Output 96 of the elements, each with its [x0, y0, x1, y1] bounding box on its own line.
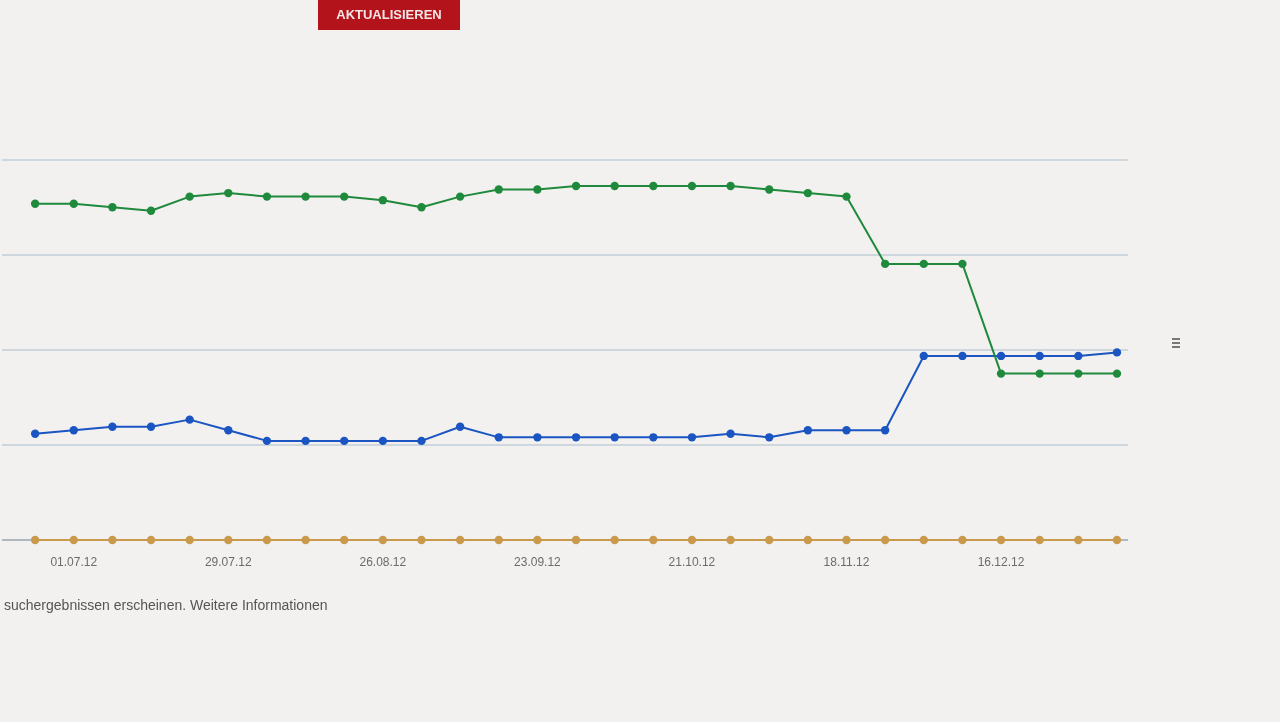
x-tick-label: 18.11.12	[823, 555, 870, 569]
text: suchergebnissen erscheinen. Weitere Informationen	[4, 597, 328, 613]
point	[996, 535, 1006, 545]
point	[649, 181, 658, 191]
point	[919, 259, 928, 269]
point	[765, 185, 774, 194]
point	[919, 351, 928, 361]
point	[69, 535, 78, 545]
point	[1035, 535, 1044, 545]
point	[378, 436, 388, 446]
point	[610, 535, 619, 545]
point	[69, 426, 78, 435]
point	[687, 433, 697, 442]
point	[803, 188, 813, 198]
point	[533, 535, 542, 545]
point	[30, 199, 40, 208]
point	[726, 535, 735, 545]
point	[958, 259, 967, 269]
point	[803, 535, 813, 545]
point	[340, 436, 349, 446]
point	[880, 426, 890, 435]
point	[301, 192, 310, 201]
x-tick-label: 26.08.12	[359, 555, 407, 569]
point	[919, 535, 928, 545]
point	[108, 422, 117, 431]
point	[610, 433, 619, 442]
point	[1112, 535, 1122, 545]
x-tick-label: 29.07.12	[204, 555, 252, 569]
x-tick-label: 21.10.12	[668, 555, 716, 569]
point	[262, 192, 272, 201]
point	[494, 185, 503, 194]
point	[146, 422, 156, 431]
point	[69, 199, 78, 208]
point	[1035, 351, 1044, 361]
point	[1112, 348, 1122, 357]
point	[340, 535, 349, 545]
point	[1074, 535, 1083, 545]
point	[30, 429, 40, 438]
point	[687, 535, 697, 545]
text: AKTUALISIEREN	[336, 7, 442, 22]
point	[649, 535, 658, 545]
x-tick-label: 23.09.12	[514, 555, 562, 569]
point	[108, 203, 117, 212]
point	[224, 426, 233, 435]
point	[262, 436, 272, 446]
point	[765, 433, 774, 442]
point	[958, 351, 967, 361]
point	[803, 426, 813, 435]
point	[687, 181, 697, 191]
point	[1112, 369, 1122, 378]
point	[146, 206, 156, 215]
point	[726, 181, 735, 191]
point	[301, 436, 310, 446]
point	[571, 535, 581, 545]
point	[842, 535, 851, 545]
point	[533, 185, 542, 194]
point	[571, 433, 581, 442]
point	[996, 369, 1006, 378]
point	[108, 535, 117, 545]
point	[30, 535, 40, 545]
point	[958, 535, 967, 545]
point	[185, 535, 194, 545]
point	[571, 181, 581, 191]
point	[494, 433, 503, 442]
point	[455, 422, 465, 431]
point	[378, 195, 388, 205]
point	[494, 535, 503, 545]
point	[301, 535, 310, 545]
point	[455, 535, 465, 545]
point	[996, 351, 1006, 361]
point	[1074, 351, 1083, 361]
point	[1074, 369, 1083, 378]
point	[262, 535, 272, 545]
point	[417, 203, 426, 212]
point	[146, 535, 156, 545]
point	[533, 433, 542, 442]
point	[340, 192, 349, 201]
point	[378, 535, 388, 545]
point	[765, 535, 774, 545]
point	[610, 181, 619, 191]
point	[842, 426, 851, 435]
point	[880, 535, 890, 545]
point	[1035, 369, 1044, 378]
point	[726, 429, 735, 438]
point	[417, 436, 426, 446]
point	[455, 192, 465, 201]
x-tick-label: 01.07.12	[50, 555, 98, 569]
x-tick-label: 16.12.12	[977, 555, 1025, 569]
point	[649, 433, 658, 442]
point	[185, 415, 194, 424]
point	[880, 259, 890, 269]
point	[417, 535, 426, 545]
point	[185, 192, 194, 201]
point	[842, 192, 851, 201]
point	[224, 188, 233, 198]
point	[224, 535, 233, 545]
